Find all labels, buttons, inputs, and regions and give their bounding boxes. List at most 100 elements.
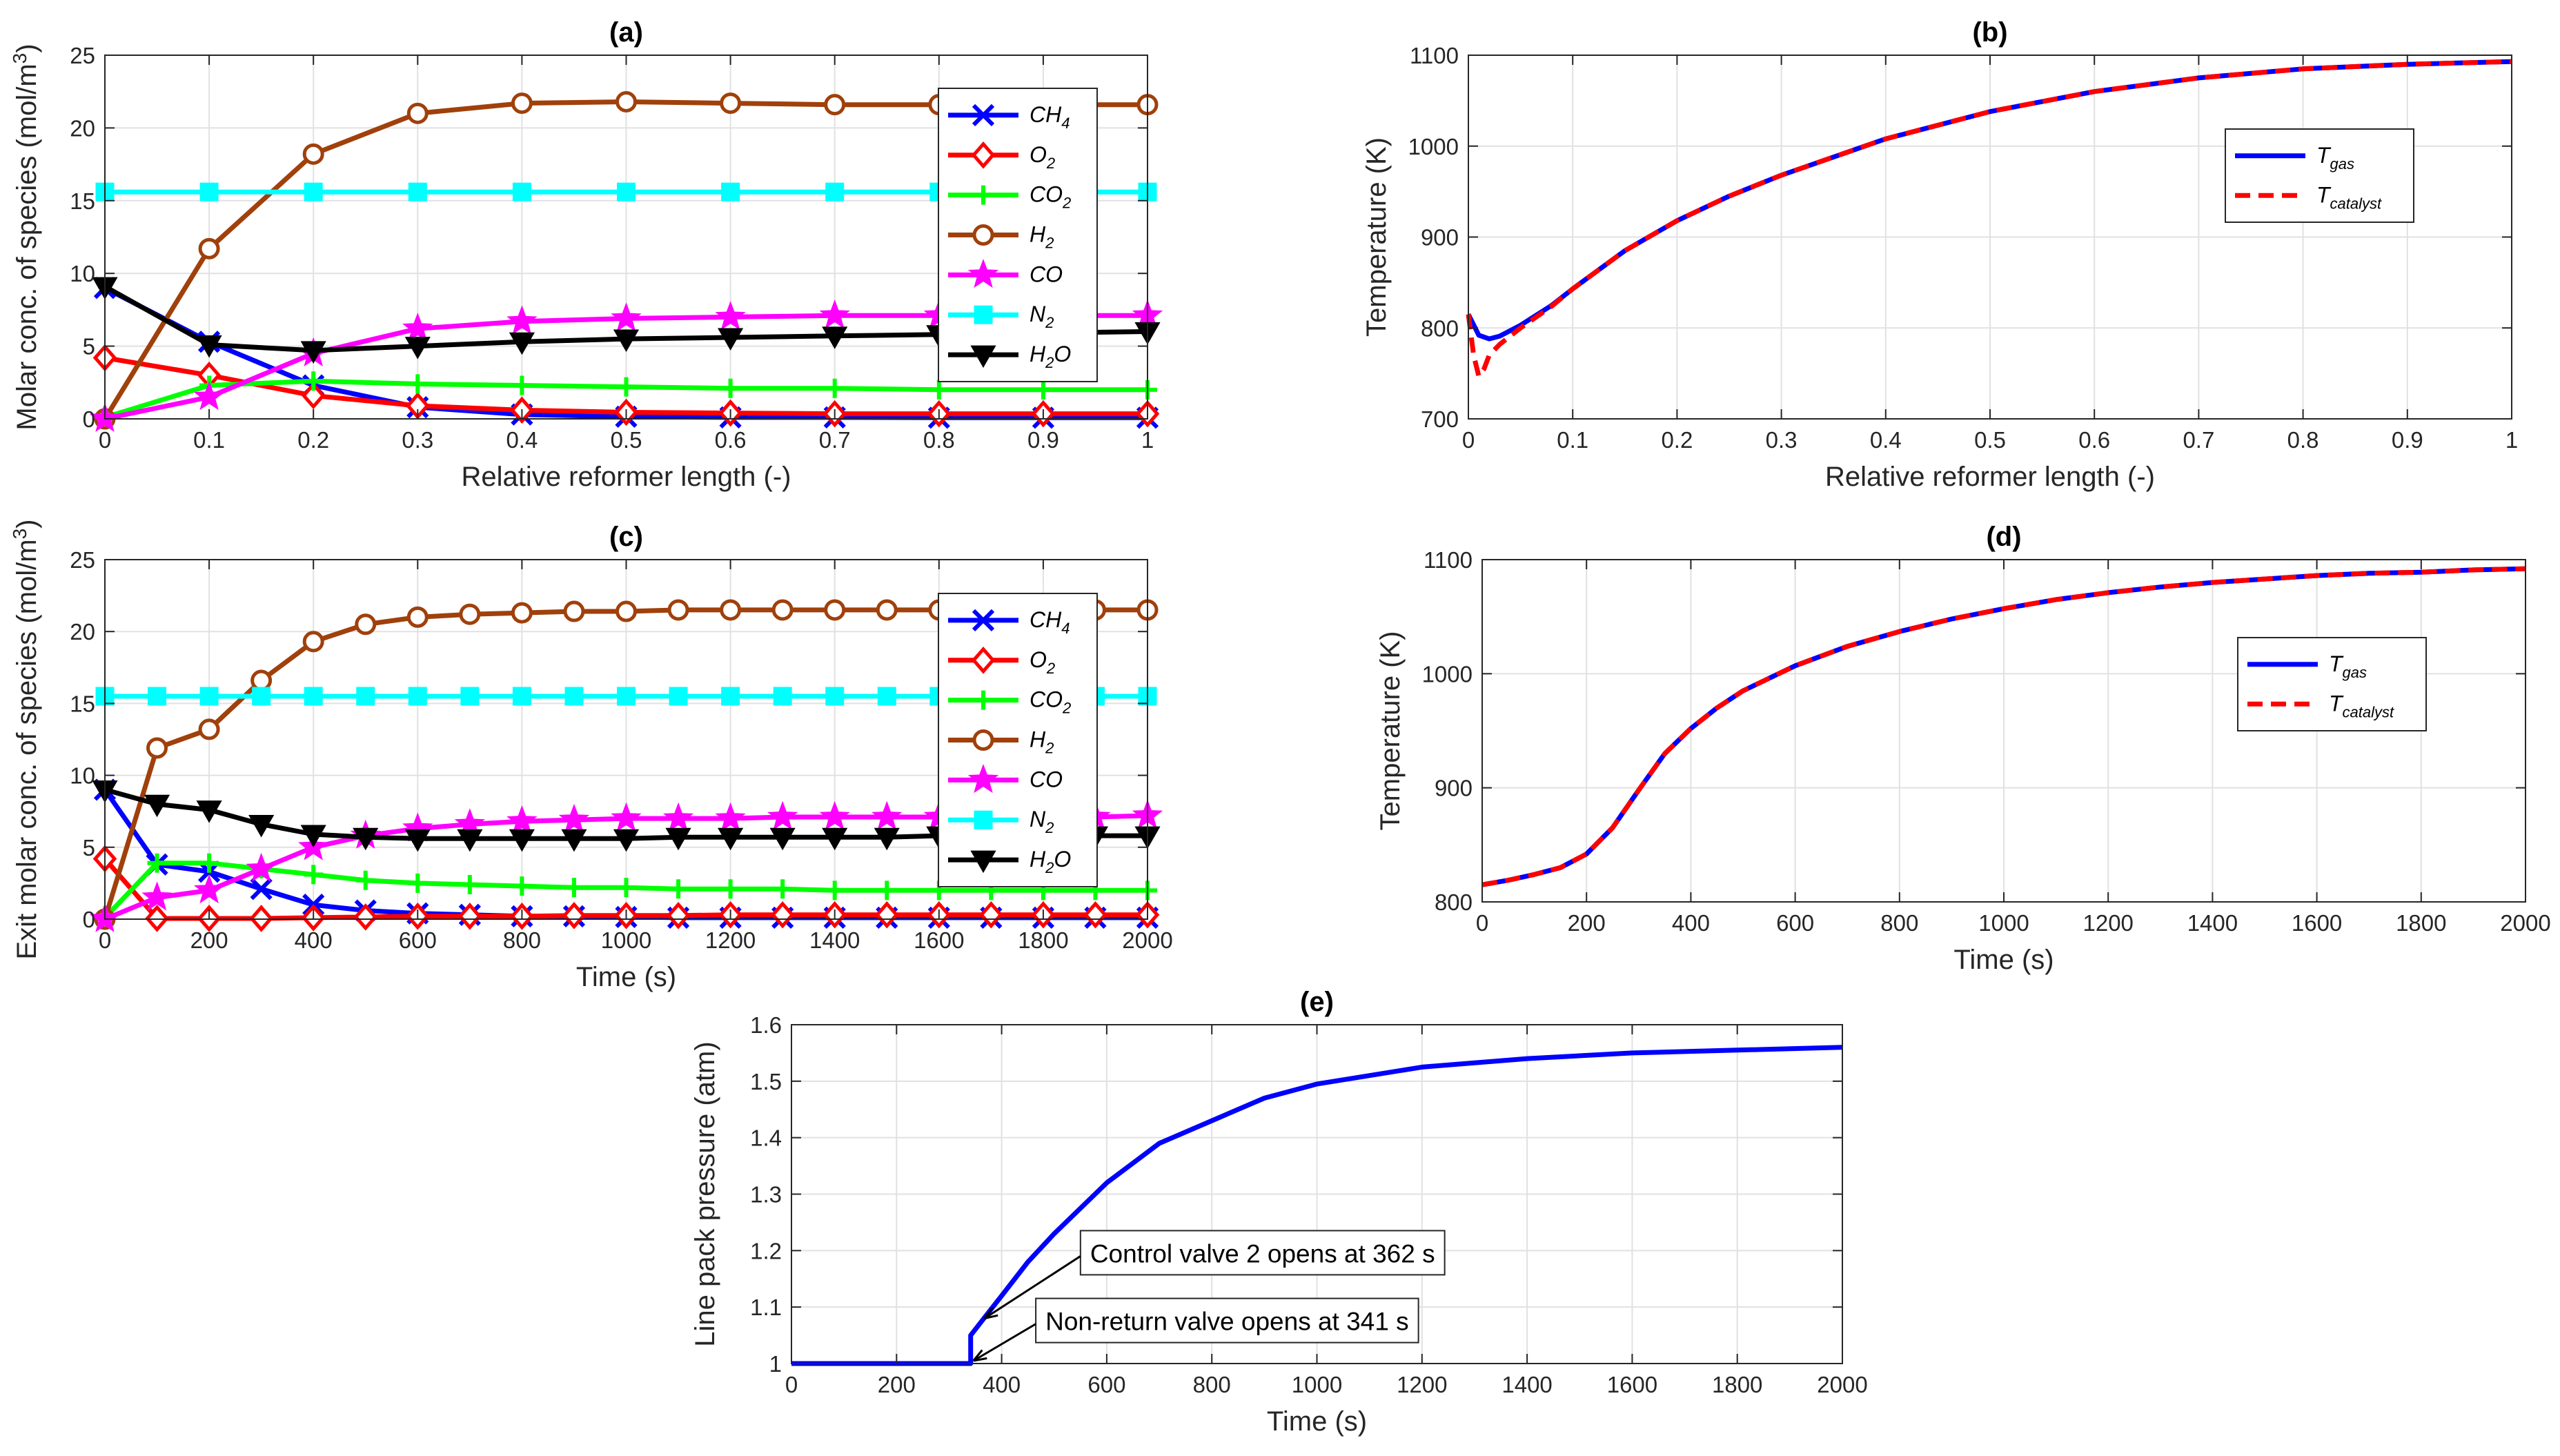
data-point (669, 879, 689, 899)
legend-marker (972, 609, 995, 632)
data-point (929, 380, 949, 400)
legend-label: O2 (1030, 142, 1055, 172)
data-point (408, 687, 427, 706)
y-tick-label: 15 (70, 691, 95, 716)
legend-marker (967, 259, 999, 288)
data-point (509, 829, 535, 852)
chart-title: (d) (1986, 522, 2021, 552)
data-point (304, 687, 323, 706)
legend-label: N2 (1030, 807, 1054, 836)
annotation: Non-return valve opens at 341 s (972, 1297, 1419, 1362)
x-tick-label: 400 (295, 927, 333, 953)
data-point (302, 143, 324, 165)
x-tick-label: 0.9 (2392, 427, 2423, 453)
data-point (301, 382, 326, 410)
data-point (512, 876, 532, 896)
x-tick-label: 600 (1087, 1372, 1125, 1397)
y-tick-label: 1100 (1410, 43, 1459, 68)
y-tick-label: 800 (1435, 889, 1473, 915)
series-1 (1481, 566, 2526, 887)
legend-box (2225, 128, 2414, 223)
data-point (825, 881, 845, 901)
legend-marker (971, 646, 996, 674)
x-tick-label: 800 (1880, 910, 1918, 936)
x-tick-label: 1000 (601, 927, 651, 953)
data-point (819, 299, 850, 329)
data-point (146, 737, 168, 759)
x-tick-label: 1400 (1501, 1372, 1552, 1397)
x-tick-label: 0.5 (1974, 427, 2006, 453)
data-point (147, 853, 167, 873)
data-point (304, 182, 323, 201)
x-axis-label: Time (s) (576, 962, 676, 992)
y-tick-label: 700 (1421, 406, 1459, 432)
legend-box (2237, 637, 2427, 731)
series-line (791, 1045, 1843, 1366)
data-point (720, 92, 742, 115)
legend-label: CO2 (1030, 182, 1071, 212)
data-point (196, 335, 222, 358)
x-tick-label: 0.8 (923, 427, 955, 453)
data-point (616, 878, 636, 898)
y-tick-label: 1 (769, 1351, 782, 1377)
data-point (613, 329, 640, 353)
data-point (979, 901, 1003, 929)
data-point (144, 794, 170, 818)
x-tick-label: 0.2 (297, 427, 329, 453)
annotation-box (1079, 1230, 1446, 1276)
y-axis-label: Exit molar conc. of species (mol/m3) (9, 520, 42, 960)
data-point (193, 874, 225, 904)
x-tick-label: 0 (1476, 910, 1488, 936)
y-axis-label: Temperature (K) (1375, 631, 1406, 831)
data-point (506, 805, 538, 835)
x-tick-label: 0.9 (1027, 427, 1059, 453)
y-tick-label: 10 (70, 261, 95, 286)
x-tick-label: 1800 (2396, 910, 2446, 936)
x-tick-label: 0 (785, 1372, 798, 1397)
y-tick-label: 800 (1421, 315, 1459, 341)
legend-marker (974, 690, 993, 710)
legend-label: N2 (1030, 302, 1054, 331)
y-tick-label: 900 (1421, 225, 1459, 250)
data-point (877, 687, 896, 706)
annotation-arrow (972, 1323, 1036, 1362)
data-point (457, 903, 482, 930)
data-point (720, 879, 740, 899)
annotation-arrowhead (983, 1306, 998, 1320)
legend-label: H2O (1030, 342, 1071, 371)
x-tick-label: 1600 (914, 927, 964, 953)
series-1 (92, 845, 1160, 932)
x-axis-label: Relative reformer length (-) (462, 462, 791, 492)
data-point (408, 182, 427, 201)
x-tick-label: 1800 (1712, 1372, 1762, 1397)
chart-d: 0 200 400 600 800 1000 1200 1400 1600 1800 2000 800… (1375, 522, 2551, 975)
data-point (193, 381, 225, 411)
x-tick-label: 2000 (1122, 927, 1172, 953)
x-tick-label: 0 (99, 427, 111, 453)
data-point (408, 374, 428, 394)
data-point (408, 873, 428, 893)
data-point (773, 687, 792, 706)
data-point (356, 687, 375, 706)
x-tick-label: 0.3 (402, 427, 433, 453)
data-point (300, 825, 326, 848)
data-point (767, 800, 798, 830)
data-point (715, 301, 746, 331)
legend-label: O2 (1030, 647, 1055, 677)
x-tick-label: 200 (1568, 910, 1606, 936)
x-tick-label: 0 (1462, 427, 1475, 453)
y-tick-label: 1000 (1422, 661, 1473, 687)
data-point (248, 814, 275, 838)
legend-label: Tgas (2316, 143, 2354, 173)
data-point (669, 687, 688, 706)
x-tick-label: 0.7 (819, 427, 851, 453)
chart-title: (e) (1300, 987, 1334, 1017)
x-tick-label: 0.2 (1661, 427, 1693, 453)
data-point (199, 182, 219, 201)
data-point (141, 881, 173, 911)
y-tick-label: 20 (70, 619, 95, 645)
x-tick-label: 0.4 (1870, 427, 1902, 453)
x-tick-label: 1400 (2187, 910, 2238, 936)
data-point (819, 800, 850, 830)
series-2 (95, 371, 1157, 427)
